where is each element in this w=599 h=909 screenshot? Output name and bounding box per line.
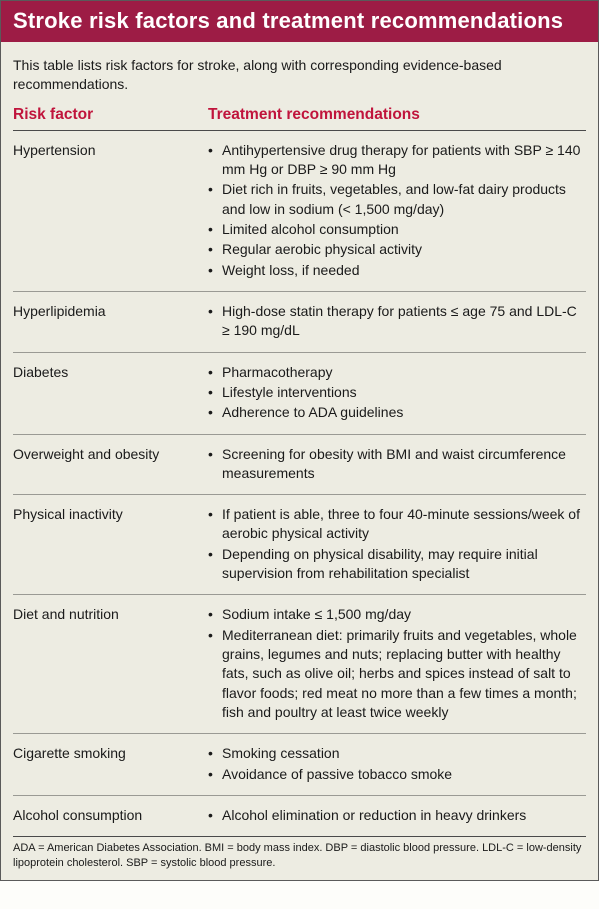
document-title: Stroke risk factors and treatment recomm… (13, 8, 563, 33)
document-card: Stroke risk factors and treatment recomm… (0, 0, 599, 881)
table-row: Overweight and obesityScreening for obes… (13, 435, 586, 496)
table-row: Physical inactivityIf patient is able, t… (13, 495, 586, 595)
treatment-cell: If patient is able, three to four 40-min… (208, 505, 586, 584)
treatment-list: Sodium intake ≤ 1,500 mg/day Mediterranea… (208, 605, 586, 722)
treatment-item: Diet rich in fruits, vegetables, and low… (208, 180, 586, 219)
treatment-item: Lifestyle interventions (208, 383, 586, 402)
treatment-list: Screening for obesity with BMI and waist… (208, 445, 586, 484)
treatment-cell: Antihypertensive drug therapy for patien… (208, 141, 586, 281)
treatment-item: If patient is able, three to four 40-min… (208, 505, 586, 544)
treatment-cell: Alcohol elimination or reduction in heav… (208, 806, 586, 826)
treatment-cell: Sodium intake ≤ 1,500 mg/day Mediterranea… (208, 605, 586, 723)
treatment-item: High-dose statin therapy for patients ≤ … (208, 302, 586, 341)
treatment-cell: PharmacotherapyLifestyle interventionsAd… (208, 363, 586, 424)
table-header-row: Risk factor Treatment recommendations (13, 106, 586, 131)
treatment-cell: Screening for obesity with BMI and waist… (208, 445, 586, 485)
treatment-list: If patient is able, three to four 40-min… (208, 505, 586, 583)
treatment-item: Antihypertensive drug therapy for patien… (208, 141, 586, 180)
treatment-item: Sodium intake ≤ 1,500 mg/day (208, 605, 586, 624)
treatment-list: Antihypertensive drug therapy for patien… (208, 141, 586, 280)
table-row: DiabetesPharmacotherapyLifestyle interve… (13, 353, 586, 435)
treatment-item: Mediterranean diet: primarily fruits and… (208, 626, 586, 723)
risk-factor-cell: Cigarette smoking (13, 744, 208, 785)
treatment-item: Regular aerobic physical activity (208, 240, 586, 259)
treatment-item: Avoidance of passive tobacco smoke (208, 765, 586, 784)
treatment-item: Pharmacotherapy (208, 363, 586, 382)
table-row: Cigarette smokingSmoking cessation Avoida… (13, 734, 586, 796)
table-row: Diet and nutritionSodium intake ≤ 1,500 … (13, 595, 586, 734)
risk-factor-cell: Diet and nutrition (13, 605, 208, 723)
treatment-item: Alcohol elimination or reduction in heav… (208, 806, 586, 825)
treatment-cell: High-dose statin therapy for patients ≤ … (208, 302, 586, 342)
treatment-item: Smoking cessation (208, 744, 586, 763)
treatment-list: Smoking cessation Avoidance of passive to… (208, 744, 586, 784)
title-bar: Stroke risk factors and treatment recomm… (1, 1, 598, 42)
treatment-list: Alcohol elimination or reduction in heav… (208, 806, 586, 825)
risk-factor-cell: Diabetes (13, 363, 208, 424)
table-row: Alcohol consumptionAlcohol elimination o… (13, 796, 586, 837)
risk-factor-cell: Overweight and obesity (13, 445, 208, 485)
table-row: HypertensionAntihypertensive drug therap… (13, 131, 586, 292)
treatment-item: Weight loss, if needed (208, 261, 586, 280)
footnote: ADA = American Diabetes Association. BMI… (1, 837, 598, 880)
treatment-item: Depending on physical disability, may re… (208, 545, 586, 584)
risk-factor-cell: Hypertension (13, 141, 208, 281)
risk-table: Risk factor Treatment recommendations Hy… (1, 106, 598, 837)
table-row: HyperlipidemiaHigh-dose statin therapy f… (13, 292, 586, 353)
treatment-item: Screening for obesity with BMI and waist… (208, 445, 586, 484)
treatment-cell: Smoking cessation Avoidance of passive to… (208, 744, 586, 785)
risk-factor-cell: Physical inactivity (13, 505, 208, 584)
col-header-treatment: Treatment recommendations (208, 106, 586, 124)
treatment-item: Adherence to ADA guidelines (208, 403, 586, 422)
treatment-list: PharmacotherapyLifestyle interventionsAd… (208, 363, 586, 423)
risk-factor-cell: Alcohol consumption (13, 806, 208, 826)
col-header-risk-factor: Risk factor (13, 106, 208, 124)
treatment-list: High-dose statin therapy for patients ≤ … (208, 302, 586, 341)
treatment-item: Limited alcohol consumption (208, 220, 586, 239)
risk-factor-cell: Hyperlipidemia (13, 302, 208, 342)
intro-text: This table lists risk factors for stroke… (1, 42, 598, 106)
